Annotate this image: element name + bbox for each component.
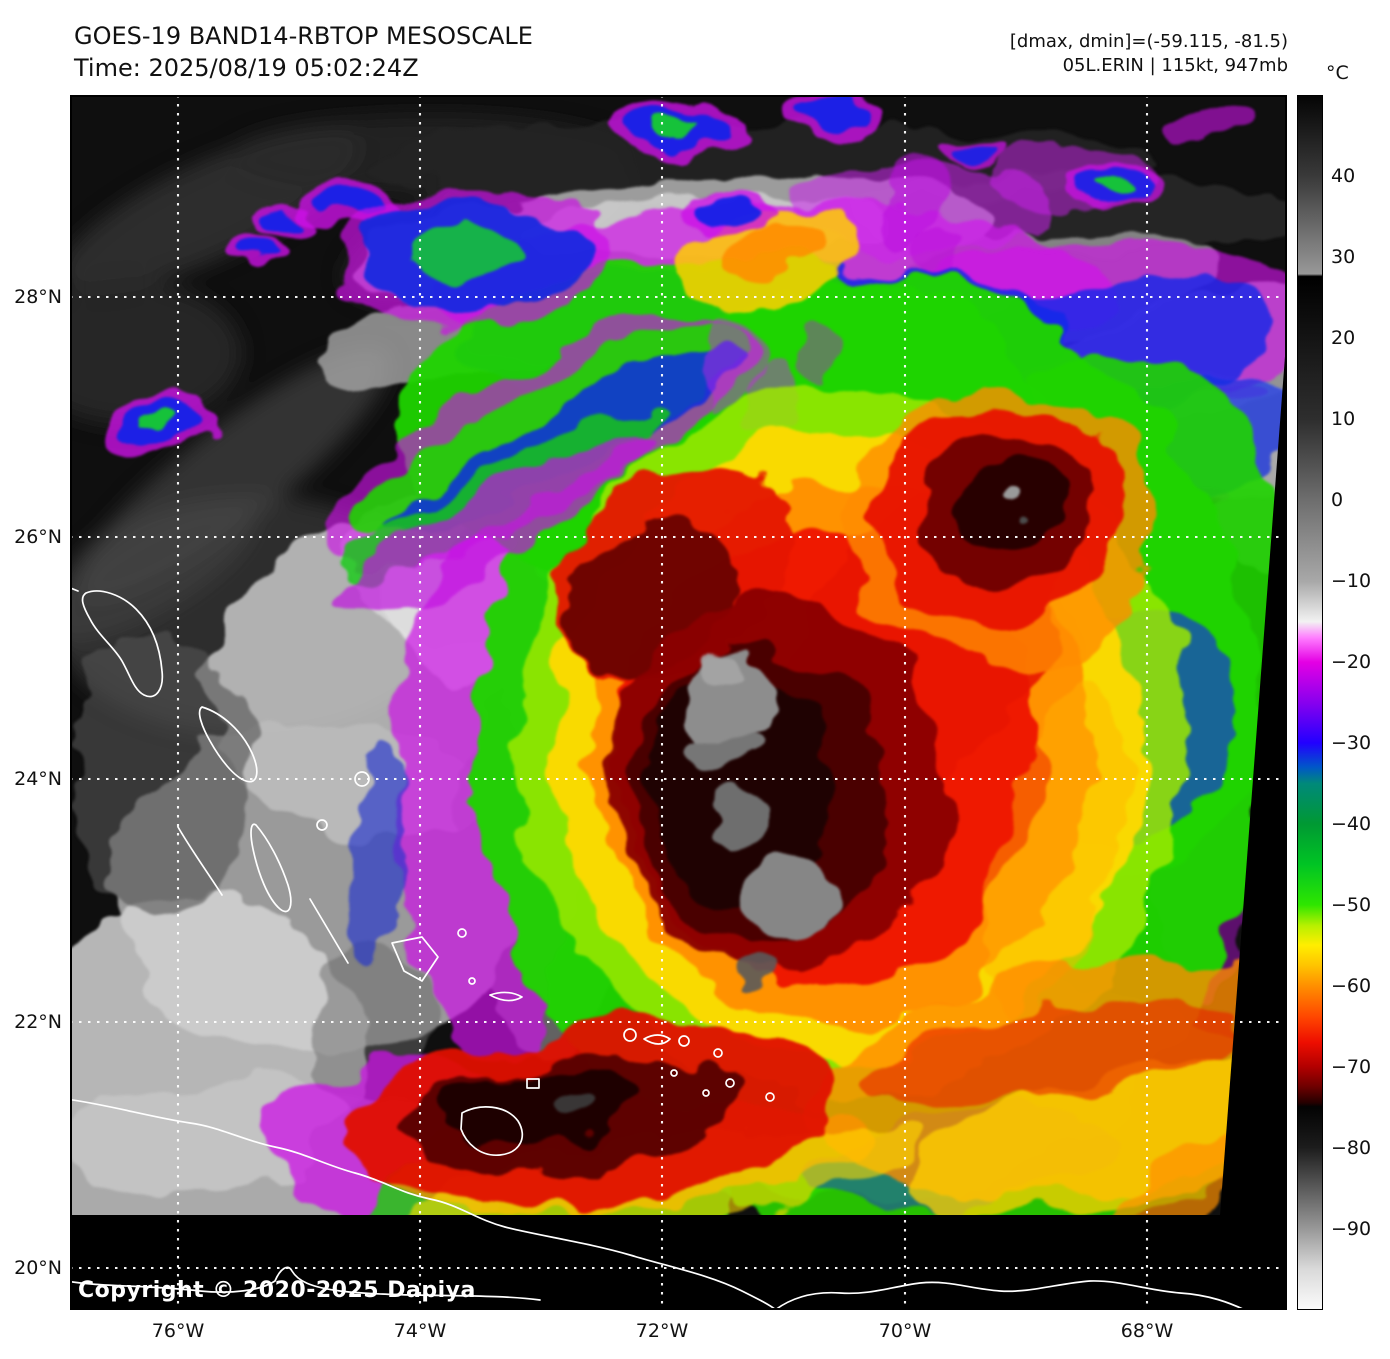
lon-tick-label: 68°W bbox=[1120, 1320, 1174, 1342]
colorbar-tick-label: 20 bbox=[1331, 327, 1356, 349]
header-info: [dmax, dmin]=(-59.115, -81.5) 05L.ERIN |… bbox=[1010, 30, 1288, 78]
scan-edge bbox=[70, 330, 1287, 1310]
colorbar-gradient bbox=[1298, 96, 1322, 1309]
colorbar-tick-label: 30 bbox=[1331, 245, 1356, 268]
lat-tick-label: 28°N bbox=[14, 286, 62, 308]
enhancement-layer bbox=[106, 95, 1287, 1270]
lat-tick-label: 22°N bbox=[14, 1011, 62, 1033]
colorbar-tick-label: −30 bbox=[1331, 731, 1372, 754]
colorbar-tick-label: −80 bbox=[1331, 1137, 1372, 1159]
coastline-layer bbox=[70, 586, 1246, 1310]
lon-tick-label: 70°W bbox=[878, 1320, 932, 1342]
lat-tick-label: 20°N bbox=[14, 1257, 62, 1279]
lon-tick-label: 74°W bbox=[393, 1320, 447, 1342]
dmax-dmin-label: [dmax, dmin]=(-59.115, -81.5) bbox=[1009, 31, 1288, 52]
colorbar-tick-label: −90 bbox=[1331, 1217, 1372, 1240]
copyright-watermark: Copyright © 2020-2025 Dapiya bbox=[78, 1278, 476, 1303]
colorbar bbox=[1297, 95, 1323, 1310]
map-border bbox=[70, 95, 1287, 1310]
colorbar-tick-label: −40 bbox=[1331, 813, 1372, 835]
lat-tick-label: 24°N bbox=[14, 768, 62, 790]
colorbar-tick-label: −50 bbox=[1331, 894, 1372, 916]
colorbar-tick-label: 10 bbox=[1331, 408, 1356, 430]
colorbar-tick-label: 40 bbox=[1331, 165, 1356, 187]
storm-info-label: 05L.ERIN | 115kt, 947mb bbox=[1062, 55, 1288, 76]
lon-tick-label: 76°W bbox=[151, 1320, 205, 1342]
page-title: GOES-19 BAND14-RBTOP MESOSCALE bbox=[74, 22, 533, 50]
colorbar-tick-label: −20 bbox=[1331, 651, 1372, 673]
colorbar-unit-label: °C bbox=[1326, 62, 1349, 84]
colorbar-ticks: 40 30 20 10 0 −10 −20 −30 −40 −50 −60 −7… bbox=[1331, 95, 1387, 1310]
satellite-map: Copyright © 2020-2025 Dapiya bbox=[70, 95, 1287, 1310]
convective-cells bbox=[106, 95, 1250, 452]
overshooting-tops bbox=[554, 485, 1024, 1119]
colorbar-tick-label: −60 bbox=[1331, 974, 1372, 997]
lat-tick-label: 26°N bbox=[14, 526, 62, 548]
satellite-image bbox=[70, 95, 1287, 1310]
colorbar-tick-label: −70 bbox=[1331, 1056, 1372, 1078]
lon-tick-label: 72°W bbox=[635, 1320, 689, 1342]
timestamp-label: Time: 2025/08/19 05:02:24Z bbox=[74, 54, 419, 82]
colorbar-tick-label: 0 bbox=[1331, 488, 1344, 511]
colorbar-tick-label: −10 bbox=[1331, 570, 1372, 592]
